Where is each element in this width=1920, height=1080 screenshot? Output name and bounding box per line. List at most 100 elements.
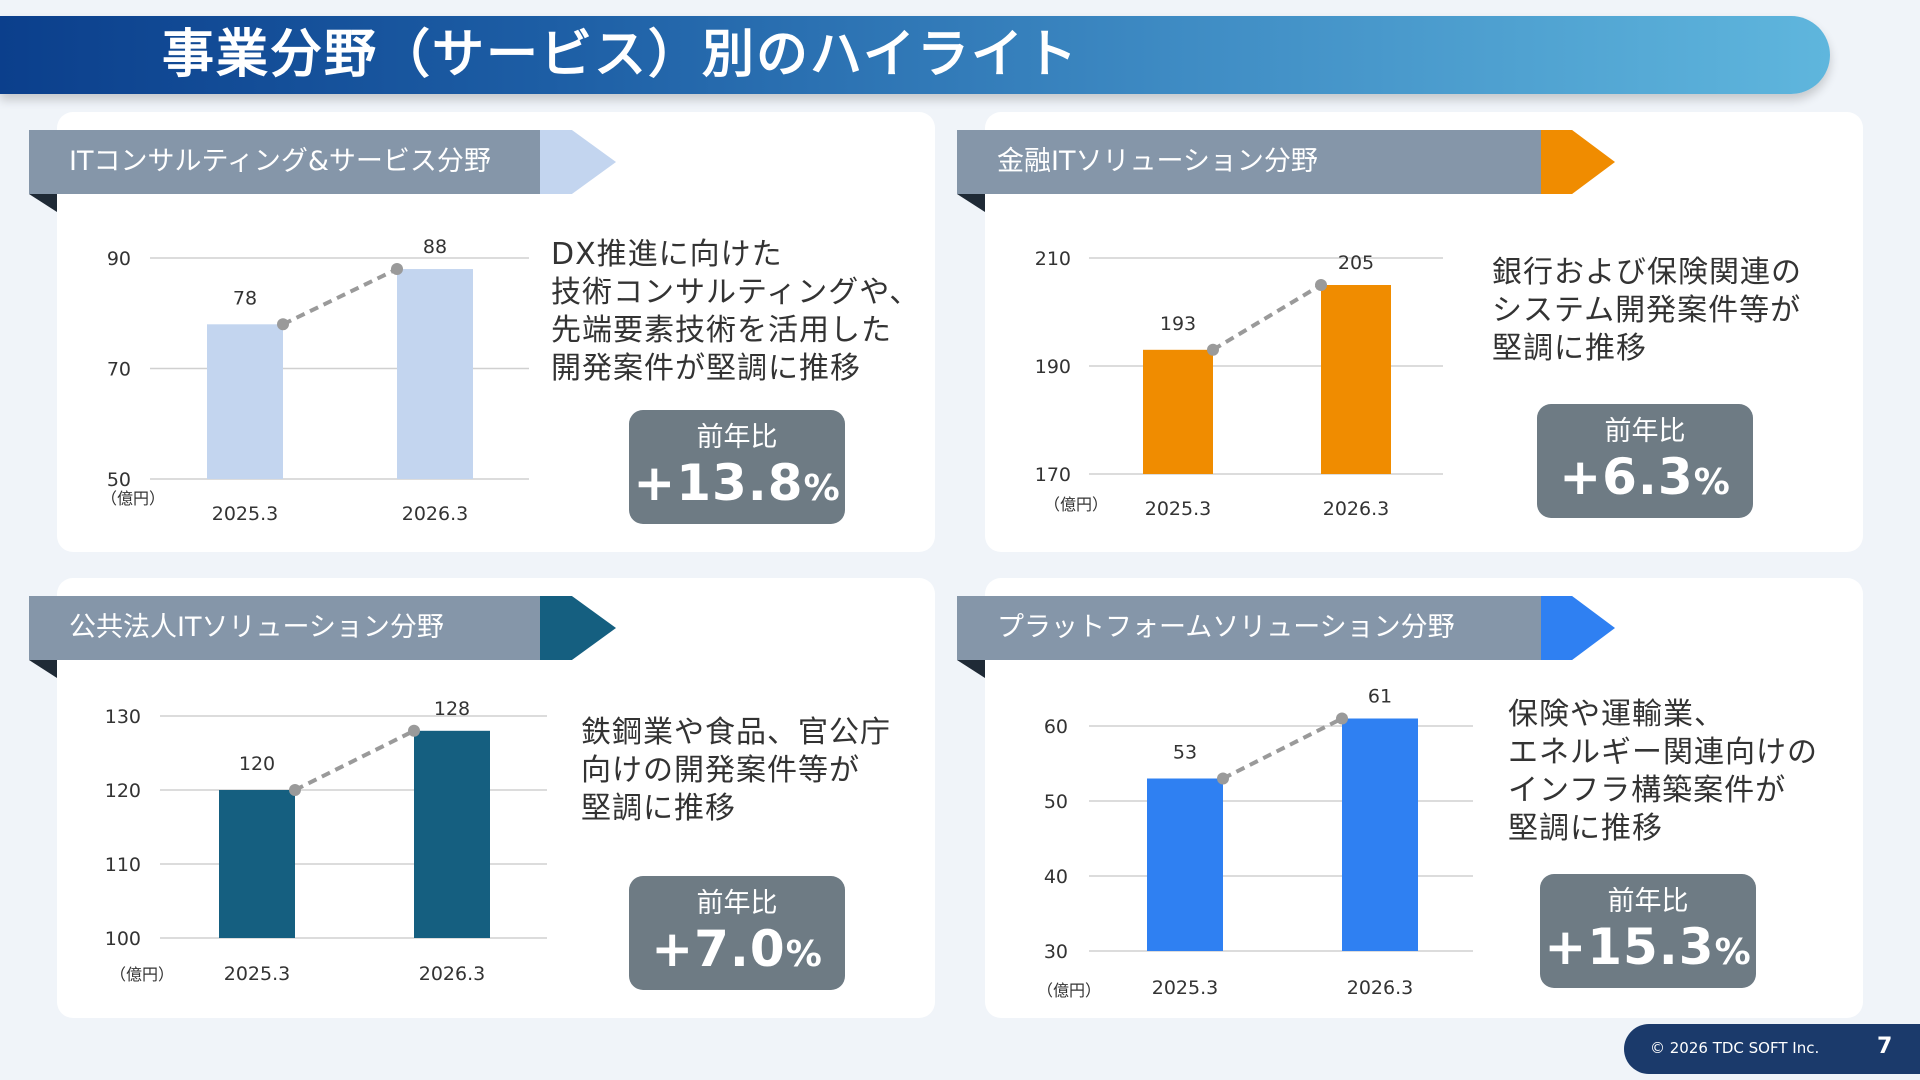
y-tick-label: 50 — [1044, 791, 1068, 813]
data-label: 88 — [423, 236, 447, 258]
y-tick-label: 110 — [105, 854, 141, 876]
unit-label: （億円） — [101, 489, 165, 508]
segment-title: 公共法人ITソリューション分野 — [29, 596, 540, 660]
ribbon-arrow-icon — [540, 130, 616, 194]
segment-ribbon: ITコンサルティング&サービス分野 — [29, 130, 669, 216]
yoy-value: +13.8% — [629, 454, 845, 518]
x-tick-label: 2025.3 — [1145, 498, 1211, 520]
yoy-label: 前年比 — [1607, 886, 1689, 917]
ribbon-fold — [957, 194, 985, 212]
unit-label: （億円） — [1044, 495, 1108, 514]
bar — [1321, 285, 1391, 474]
yoy-number: +13.8 — [633, 454, 804, 512]
ribbon-fold — [29, 194, 57, 212]
ribbon-arrow-shape — [540, 596, 616, 660]
yoy-badge: 前年比 +6.3% — [1537, 404, 1753, 518]
trend-point — [289, 784, 301, 796]
segment-description: 保険や運輸業、 エネルギー関連向けの インフラ構築案件が 堅調に推移 — [1508, 697, 1818, 846]
y-tick-label: 190 — [1035, 356, 1071, 378]
yoy-value: +7.0% — [629, 920, 845, 984]
ribbon-arrow-shape — [1541, 130, 1615, 194]
footer: © 2026 TDC SOFT Inc. 7 — [1624, 1024, 1920, 1074]
segment-ribbon: 金融ITソリューション分野 — [957, 130, 1615, 216]
yoy-value: +15.3% — [1540, 918, 1756, 982]
trend-point — [408, 724, 420, 737]
bar — [397, 269, 473, 479]
y-tick-label: 60 — [1044, 716, 1068, 738]
yoy-badge: 前年比 +15.3% — [1540, 874, 1756, 988]
yoy-unit: % — [1714, 932, 1752, 973]
ribbon-arrow-shape — [1541, 596, 1615, 660]
bar — [219, 790, 295, 938]
yoy-unit: % — [1693, 462, 1731, 503]
bar-chart: 50 70 90 78 2025.3 88 2026.3 （億円） — [101, 236, 529, 525]
segment-description: 鉄鋼業や食品、官公庁 向けの開発案件等が 堅調に推移 — [581, 715, 891, 826]
segment-title: 金融ITソリューション分野 — [957, 130, 1541, 194]
segment-card: 金融ITソリューション分野 170 190 210 193 2025.3 205 2026.3… — [957, 112, 1863, 552]
trend-line — [1211, 283, 1323, 352]
unit-label: （億円） — [1037, 981, 1101, 1000]
segment-description: DX推進に向けた 技術コンサルティングや、 先端要素技術を活用した 開発案件が堅… — [551, 237, 921, 386]
yoy-unit: % — [803, 468, 841, 509]
copyright: © 2026 TDC SOFT Inc. — [1650, 1039, 1820, 1057]
x-tick-label: 2025.3 — [224, 963, 290, 985]
y-tick-label: 120 — [105, 780, 141, 802]
x-tick-label: 2025.3 — [212, 503, 278, 525]
segment-card: ITコンサルティング&サービス分野 50 70 90 78 2025.3 88 2026.3 （… — [29, 112, 935, 552]
data-label: 205 — [1338, 252, 1374, 274]
y-tick-label: 90 — [107, 248, 131, 270]
bar — [1143, 349, 1213, 474]
segment-card: プラットフォームソリューション分野 30 40 50 60 53 2025.3 61 2026.… — [957, 578, 1863, 1018]
yoy-label: 前年比 — [696, 422, 778, 453]
segment-title: ITコンサルティング&サービス分野 — [29, 130, 540, 194]
trend-line — [1222, 716, 1343, 781]
x-tick-label: 2026.3 — [419, 963, 485, 985]
page-number: 7 — [1877, 1034, 1893, 1059]
trend-point — [1336, 712, 1348, 725]
y-tick-label: 40 — [1044, 866, 1068, 888]
trend-point — [277, 318, 289, 331]
ribbon-arrow-icon — [540, 596, 616, 660]
yoy-number: +6.3 — [1559, 448, 1694, 506]
ribbon-arrow-icon — [1541, 130, 1615, 194]
yoy-value: +6.3% — [1537, 448, 1753, 512]
data-label: 120 — [239, 753, 275, 775]
title-bar: 事業分野（サービス）別のハイライト — [0, 16, 1830, 94]
bar — [207, 324, 283, 479]
trend-line — [282, 267, 398, 327]
data-label: 53 — [1173, 742, 1197, 764]
x-tick-label: 2025.3 — [1152, 977, 1218, 999]
bar — [1342, 718, 1418, 951]
unit-label: （億円） — [110, 965, 174, 984]
x-tick-label: 2026.3 — [1347, 977, 1413, 999]
yoy-unit: % — [785, 934, 823, 975]
segment-card: 公共法人ITソリューション分野 100 110 120 130 120 2025.3 128 2… — [29, 578, 935, 1018]
y-tick-label: 50 — [107, 469, 131, 491]
y-tick-label: 30 — [1044, 941, 1068, 963]
bar — [1147, 778, 1223, 951]
y-tick-label: 100 — [105, 928, 141, 950]
trend-line — [294, 729, 415, 792]
segment-ribbon: 公共法人ITソリューション分野 — [29, 596, 669, 682]
data-label: 61 — [1368, 686, 1392, 708]
y-tick-label: 70 — [107, 359, 131, 381]
ribbon-arrow-icon — [1541, 596, 1615, 660]
data-label: 193 — [1160, 313, 1196, 335]
yoy-label: 前年比 — [696, 888, 778, 919]
yoy-number: +15.3 — [1544, 918, 1715, 976]
trend-point — [1315, 279, 1327, 291]
segment-ribbon: プラットフォームソリューション分野 — [957, 596, 1615, 682]
y-tick-label: 210 — [1035, 248, 1071, 270]
trend-point — [1217, 772, 1229, 785]
trend-point — [391, 263, 403, 276]
ribbon-arrow-shape — [540, 130, 616, 194]
data-label: 128 — [434, 698, 470, 720]
x-tick-label: 2026.3 — [402, 503, 468, 525]
segment-title: プラットフォームソリューション分野 — [957, 596, 1541, 660]
yoy-number: +7.0 — [651, 920, 786, 978]
y-tick-label: 130 — [105, 706, 141, 728]
yoy-badge: 前年比 +13.8% — [629, 410, 845, 524]
trend-point — [1207, 343, 1219, 356]
bar-chart: 100 110 120 130 120 2025.3 128 2026.3 （億円） — [105, 698, 547, 985]
bar-chart: 170 190 210 193 2025.3 205 2026.3 （億円） — [1035, 248, 1443, 520]
